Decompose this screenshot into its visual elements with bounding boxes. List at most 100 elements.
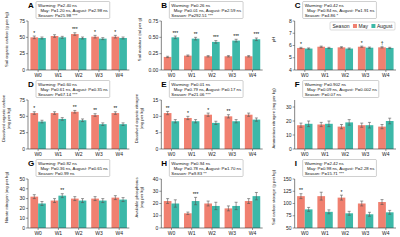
plot-area	[164, 111, 260, 149]
stats-box: Warming: P=0.60 ns May: P=0.61 ns, Augus…	[36, 81, 110, 98]
stats-box: Warming: P=2.42 ns May: P=0.98 ns, Augus…	[303, 160, 377, 177]
bar	[111, 198, 119, 228]
x-tick-label: W1	[321, 230, 329, 236]
y-tick	[159, 53, 161, 54]
bar	[99, 39, 107, 70]
y-tick-label: 125	[283, 188, 292, 194]
error-bar	[388, 118, 391, 124]
plot-area	[297, 192, 393, 228]
error-bar	[227, 115, 230, 118]
bar	[386, 212, 394, 228]
y-tick-label: 100	[283, 200, 292, 206]
bar	[192, 201, 200, 228]
bar	[111, 113, 119, 149]
y-tick	[26, 37, 28, 38]
bar	[91, 199, 99, 228]
significance-label: †	[381, 40, 384, 46]
y-axis-label: Soil moisture (ml per g)	[137, 17, 142, 61]
x-tick-label: W1	[188, 230, 196, 236]
bar	[51, 113, 59, 149]
bar	[317, 47, 325, 70]
error-bar	[73, 110, 76, 113]
error-bar	[340, 125, 343, 129]
panel: 5075100125150W0W1W2W3W4Soil carbon stora…	[271, 159, 396, 237]
bar	[317, 125, 325, 150]
x-tick-label: W2	[208, 151, 216, 157]
x-tick-label: W3	[229, 72, 237, 78]
significance-label: **	[113, 105, 117, 111]
bar	[204, 204, 212, 229]
error-bar	[81, 37, 84, 39]
bar	[71, 34, 79, 70]
y-tick	[293, 215, 295, 216]
y-tick-label: 0.50	[149, 34, 159, 40]
y-axis	[28, 179, 29, 228]
significance-label: *	[361, 40, 363, 46]
error-bar	[166, 199, 169, 204]
x-tick-label: W3	[229, 151, 237, 157]
bar	[212, 123, 220, 149]
bar	[305, 124, 313, 149]
y-tick	[26, 100, 28, 101]
y-tick-label: 0	[22, 146, 25, 152]
panel: 01020304050W0W1W2W3W4Nitrate nitrogen (m…	[4, 159, 129, 236]
bar	[245, 115, 253, 149]
bar	[171, 121, 179, 149]
error-bar	[61, 194, 64, 198]
x-tick-label: W2	[208, 72, 216, 78]
plot-area	[164, 192, 260, 228]
y-axis-label-line: Nitrate nitrogen (mg per kg)	[4, 171, 9, 223]
significance-label: *	[341, 189, 343, 195]
x-tick-label: W0	[168, 230, 176, 236]
bar	[212, 42, 220, 70]
bar	[184, 213, 192, 228]
error-bar	[381, 200, 384, 205]
bar	[225, 56, 233, 70]
y-tick	[293, 228, 295, 229]
significance-label: **	[226, 108, 230, 114]
y-tick-label: 5	[289, 54, 292, 60]
y-tick	[159, 149, 161, 150]
error-bar	[174, 200, 177, 207]
bar	[325, 212, 333, 228]
y-tick-label: 75	[19, 97, 25, 103]
bar	[164, 113, 172, 149]
error-bar	[207, 56, 210, 57]
bar	[192, 39, 200, 70]
y-axis-label-line: Soil carbon storage (g per kg)	[271, 169, 276, 225]
error-bar	[227, 56, 230, 57]
bar	[30, 113, 38, 149]
y-tick	[293, 33, 295, 34]
error-bar	[307, 207, 310, 211]
y-axis-label: Soil organic carbon (g per kg)	[4, 11, 9, 67]
y-tick-label: 10	[153, 212, 159, 218]
chart: 0 25 50 75 W0 W1 W2 W3 W4 Soil organic carbon (g …	[0, 0, 400, 237]
panel-label: F	[295, 80, 300, 89]
error-bar	[207, 113, 210, 116]
y-tick-label: 30	[19, 195, 25, 201]
y-axis-label: Dissolved organic carbon(mg per kg)	[1, 94, 11, 142]
y-tick-label: 25	[19, 50, 25, 56]
significance-label: ***	[253, 31, 259, 37]
x-tick-label: W4	[249, 230, 257, 236]
y-tick	[159, 37, 161, 38]
error-bar	[368, 212, 371, 216]
significance-label: *	[187, 110, 189, 116]
error-bar	[368, 47, 371, 48]
bar	[171, 37, 179, 70]
bar	[164, 57, 172, 70]
bar	[338, 127, 346, 149]
error-bar	[94, 197, 97, 201]
bar	[71, 199, 79, 228]
bar	[225, 116, 233, 149]
y-tick-label: 50	[19, 34, 25, 40]
y-tick-label: 20	[19, 205, 25, 211]
bar	[38, 204, 46, 229]
error-bar	[299, 47, 302, 48]
bar	[345, 49, 353, 70]
significance-label: ***	[72, 26, 78, 32]
bar	[378, 47, 386, 70]
bar	[38, 122, 46, 149]
bar	[119, 38, 127, 70]
stats-box: Warming: P=0.94 ns May: P=0.78 ns, Augus…	[169, 160, 243, 177]
